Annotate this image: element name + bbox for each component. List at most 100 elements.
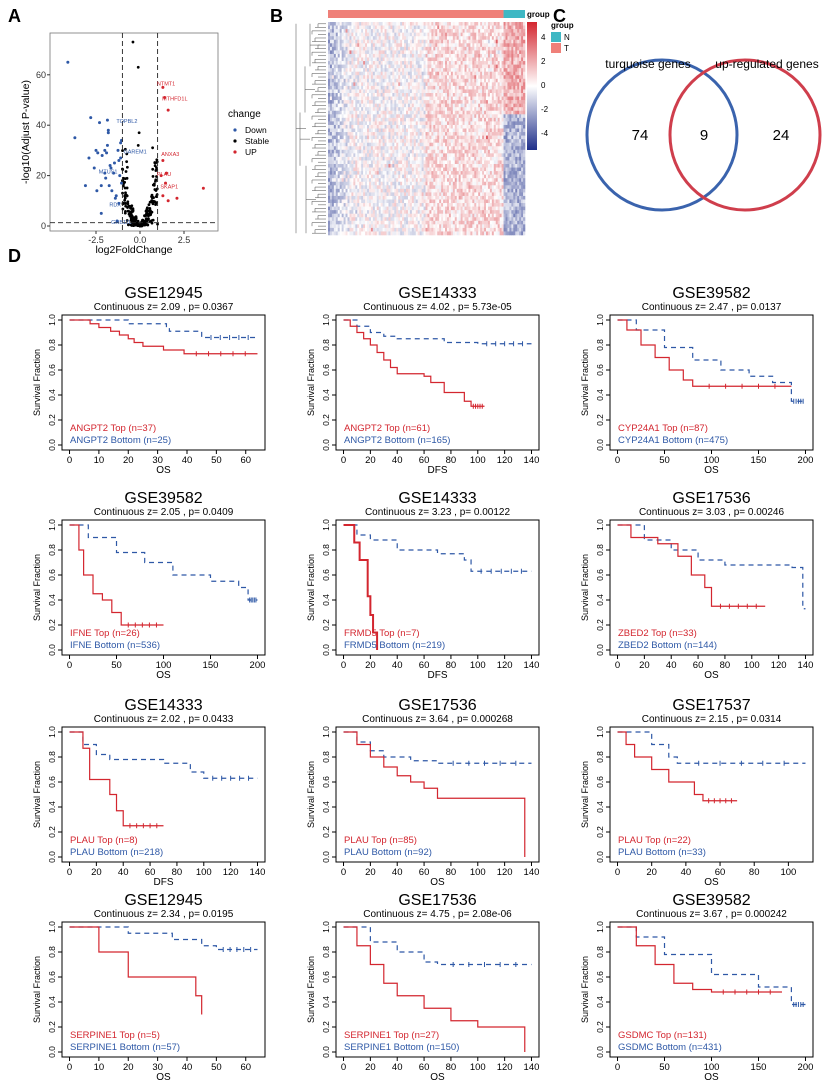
heatmap-cell <box>382 110 385 115</box>
heatmap-cell <box>493 171 497 175</box>
heatmap-cell <box>406 68 409 72</box>
heatmap-cell <box>491 103 495 108</box>
heatmap-cell <box>487 178 491 183</box>
heatmap-cell <box>367 43 370 48</box>
heatmap-cell <box>462 32 465 37</box>
heatmap-cell <box>355 142 358 147</box>
heatmap-cell <box>433 135 436 140</box>
heatmap-cell <box>392 89 395 94</box>
heatmap-cell <box>367 149 370 154</box>
heatmap-cell <box>376 32 380 37</box>
heatmap-cell <box>347 53 350 58</box>
heatmap-cell <box>472 124 475 129</box>
heatmap-cell <box>398 139 401 143</box>
heatmap-cell <box>448 167 452 172</box>
heatmap-cell <box>374 181 378 186</box>
heatmap-cell <box>443 32 446 37</box>
heatmap-cell <box>462 75 465 80</box>
heatmap-cell <box>368 89 372 94</box>
heatmap-cell <box>513 139 516 143</box>
heatmap-cell <box>386 82 389 87</box>
heatmap-cell <box>521 135 524 140</box>
heatmap-cell <box>515 29 518 33</box>
heatmap-cell <box>357 64 360 69</box>
heatmap-cell <box>468 82 471 87</box>
heatmap-cell <box>474 75 477 80</box>
heatmap-cell <box>429 124 432 129</box>
heatmap-cell <box>427 29 430 33</box>
heatmap-cell <box>446 64 450 69</box>
heatmap-cell <box>409 85 413 90</box>
heatmap-cell <box>431 71 434 76</box>
heatmap-cell <box>466 93 469 97</box>
heatmap-cell <box>396 68 399 72</box>
heatmap-cell <box>501 139 504 143</box>
heatmap-cell <box>511 164 514 168</box>
heatmap-cell <box>431 68 434 72</box>
heatmap-cell <box>480 167 483 172</box>
heatmap-cell <box>517 36 520 41</box>
heatmap-cell <box>456 128 459 133</box>
heatmap-cell <box>411 178 415 183</box>
heatmap-cell <box>380 149 383 154</box>
heatmap-cell <box>446 178 450 183</box>
heatmap-cell <box>337 174 341 179</box>
heatmap-cell <box>446 46 450 51</box>
heatmap-cell <box>446 153 450 158</box>
heatmap-cell <box>521 178 524 183</box>
heatmap-cell <box>505 146 508 151</box>
heatmap-cell <box>339 107 342 112</box>
heatmap-cell <box>365 75 368 80</box>
heatmap-cell <box>460 156 463 161</box>
heatmap-cell <box>367 128 370 133</box>
heatmap-cell <box>497 132 500 136</box>
heatmap-cell <box>359 181 362 186</box>
heatmap-cell <box>435 124 438 129</box>
heatmap-cell <box>509 124 512 129</box>
heatmap-cell <box>493 139 497 143</box>
heatmap-cell <box>419 171 422 175</box>
heatmap-cell <box>374 64 378 69</box>
heatmap-cell <box>425 82 428 87</box>
heatmap-cell <box>390 181 393 186</box>
heatmap-cell <box>394 82 397 87</box>
heatmap-cell <box>423 174 426 179</box>
heatmap-cell <box>404 82 407 87</box>
heatmap-cell <box>458 121 461 126</box>
heatmap-cell <box>431 85 434 90</box>
heatmap-cell <box>394 160 397 165</box>
heatmap-cell <box>419 61 422 65</box>
heatmap-cell <box>456 93 459 97</box>
heatmap-cell <box>333 75 337 80</box>
heatmap-cell <box>365 107 368 112</box>
heatmap-cell <box>380 68 383 72</box>
heatmap-cell <box>433 142 436 147</box>
heatmap-cell <box>335 181 339 186</box>
heatmap-cell <box>503 36 506 41</box>
heatmap-cell <box>328 124 331 129</box>
heatmap-cell <box>425 149 428 154</box>
heatmap-cell <box>339 25 342 30</box>
heatmap-cell <box>503 167 506 172</box>
heatmap-cell <box>489 75 493 80</box>
heatmap-cell <box>462 103 465 108</box>
heatmap-cell <box>382 171 385 175</box>
heatmap-cell <box>365 142 368 147</box>
point-stable <box>150 221 154 225</box>
heatmap-cell <box>349 75 352 80</box>
heatmap-cell <box>343 164 346 168</box>
heatmap-cell <box>511 153 514 158</box>
heatmap-cell <box>355 171 358 175</box>
heatmap-cell <box>351 61 354 65</box>
heatmap-cell <box>431 46 434 51</box>
heatmap-cell <box>388 68 391 72</box>
heatmap-cell <box>443 121 446 126</box>
heatmap-cell <box>382 57 385 62</box>
heatmap-cell <box>406 121 409 126</box>
heatmap-cell <box>341 82 344 87</box>
heatmap-cell <box>331 29 335 33</box>
heatmap-cell <box>347 68 350 72</box>
heatmap-cell <box>499 146 502 151</box>
heatmap-cell <box>474 39 477 44</box>
heatmap-cell <box>425 171 428 175</box>
